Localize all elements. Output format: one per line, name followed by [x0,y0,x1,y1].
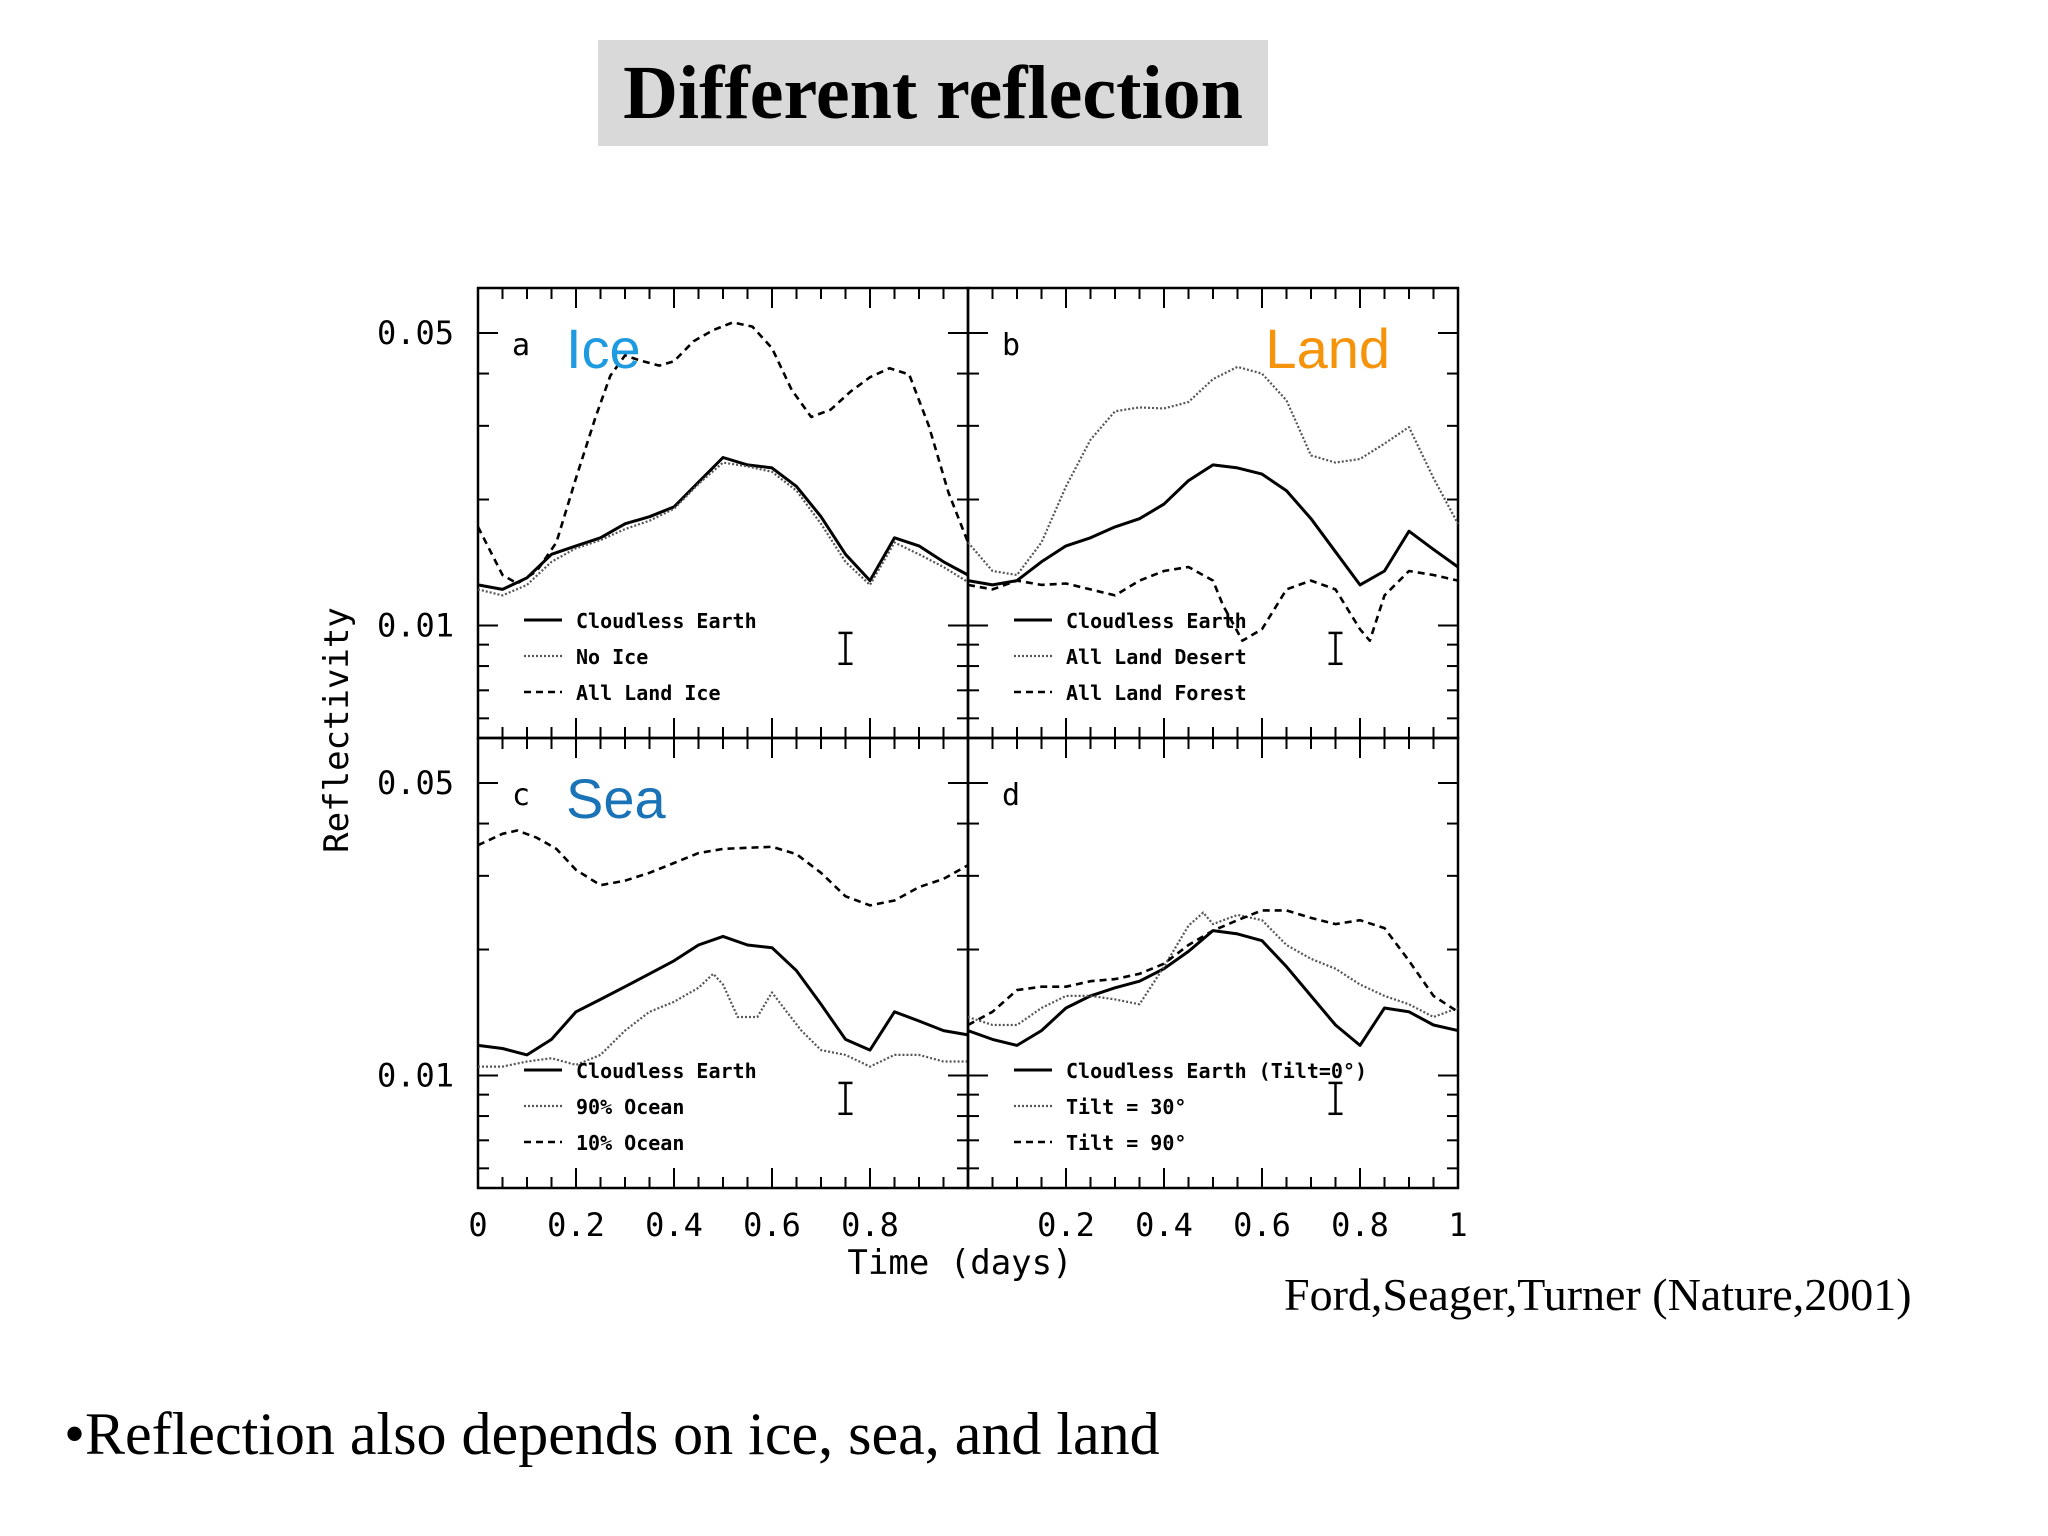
panels-layer: a Ice Cloudless Earth No Ice All Land Ice b La… [377,286,1468,1244]
series-line-solid [967,463,1459,587]
y-tick-label: 0.05 [377,764,454,802]
x-tick-label: 0.8 [841,1206,899,1244]
series-line-dashed [477,829,969,907]
series-line-dotted [478,972,968,1068]
x-tick-label: 0 [468,1206,487,1244]
slide-title: Different reflection [623,50,1243,135]
panel-a: a Ice Cloudless Earth No Ice All Land Ice [476,286,970,740]
legend-label: Cloudless Earth [1066,609,1247,633]
legend-label: No Ice [576,645,648,669]
legend-label: Cloudless Earth [576,609,757,633]
series-line-dashed [967,909,1459,1027]
x-axis-label: Time (days) [847,1243,1072,1283]
citation: Ford,Seager,Turner (Nature,2001) [1284,1269,1912,1320]
x-tick-label: 0.4 [645,1206,703,1244]
series-line-dotted [967,365,1459,577]
y-tick-label: 0.05 [377,314,454,352]
legend-label: 10% Ocean [576,1131,684,1155]
title-box: Different reflection [598,40,1268,146]
x-tick-label: 0.4 [1135,1206,1193,1244]
panel-frame [476,736,970,1190]
y-tick-label: 0.01 [377,607,454,645]
region-label: Land [1265,317,1390,380]
legend-label: 90% Ocean [576,1095,684,1119]
region-label: Ice [566,317,641,380]
panel-c: c Sea Cloudless Earth 90% Ocean 10% Ocean [476,736,970,1190]
y-tick-label: 0.01 [377,1057,454,1095]
x-tick-label: 1 [1448,1206,1467,1244]
x-tick-label: 0.6 [1233,1206,1291,1244]
bullet-point: •Reflection also depends on ice, sea, an… [64,1401,1160,1467]
series-line-dotted [477,461,969,597]
x-tick-label: 0.8 [1331,1206,1389,1244]
series-line-solid [477,456,969,591]
panel-letter: d [1002,778,1020,813]
legend-label: All Land Ice [576,681,721,705]
legend-label: Tilt = 90° [1066,1131,1186,1155]
panel-letter: a [512,328,530,363]
panel-frame [966,736,1460,1190]
x-tick-label: 0.6 [743,1206,801,1244]
series-line-dashed [476,321,970,585]
x-tick-label: 0.2 [547,1206,605,1244]
x-tick-label: 0.2 [1037,1206,1095,1244]
legend-label: All Land Forest [1066,681,1247,705]
legend-label: Tilt = 30° [1066,1095,1186,1119]
series-line-dotted [967,911,1459,1027]
panel-letter: c [512,778,530,813]
region-label: Sea [566,767,666,830]
legend-label: All Land Desert [1066,645,1247,669]
panel-frame [476,286,970,740]
y-axis-label: Reflectivity [317,607,357,853]
legend-label: Cloudless Earth [576,1059,757,1083]
legend-label: Cloudless Earth (Tilt=0°) [1066,1059,1367,1083]
panel-b: b Land Cloudless Earth All Land Desert All L… [966,286,1460,740]
panel-letter: b [1002,328,1020,363]
series-line-solid [477,934,969,1057]
panel-d: d Cloudless Earth (Tilt=0°) Tilt = 30° Tilt… [966,736,1460,1190]
